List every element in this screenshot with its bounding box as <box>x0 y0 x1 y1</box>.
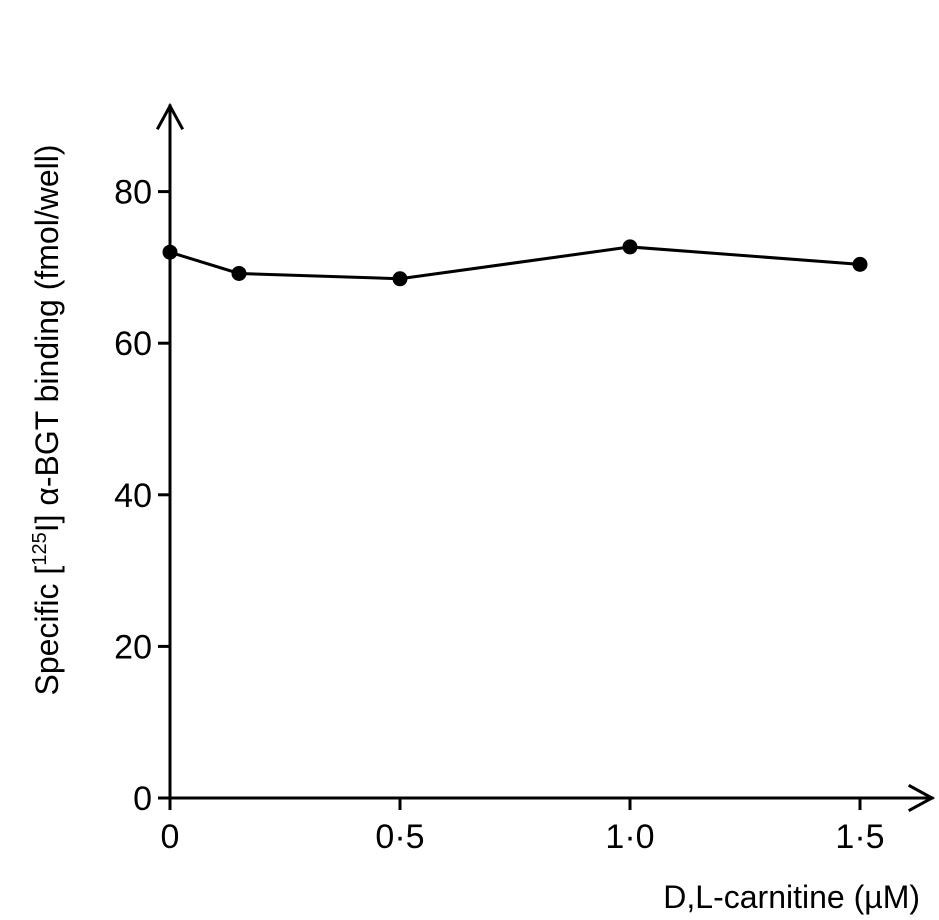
x-tick-label: 0 <box>161 818 180 856</box>
data-point <box>622 239 638 255</box>
x-tick-label: 1·0 <box>605 818 654 856</box>
y-axis-title: Specific [125I] α-BGT binding (fmol/well… <box>29 145 65 696</box>
y-axis-title-post: I] α-BGT binding (fmol/well) <box>29 145 65 533</box>
data-point <box>392 271 408 287</box>
y-ticks: 0 20 40 60 80 <box>114 174 170 818</box>
y-tick-label: 80 <box>114 174 152 212</box>
data-point <box>162 244 178 260</box>
series-line <box>169 245 861 281</box>
x-tick-label: 0·5 <box>375 818 424 856</box>
axes <box>155 102 936 813</box>
series <box>162 239 868 287</box>
y-tick-label: 60 <box>114 325 152 363</box>
x-tick-label: 1·5 <box>835 818 884 856</box>
x-axis-title: D,L-carnitine (µM) <box>663 879 920 915</box>
y-tick-label: 40 <box>114 477 152 515</box>
data-point <box>231 265 247 281</box>
y-axis-title-pre: Specific [ <box>29 566 65 696</box>
y-tick-label: 0 <box>133 780 152 818</box>
x-axis-arrow <box>907 783 936 813</box>
data-point <box>852 256 868 272</box>
y-axis-title-sup: 125 <box>29 532 51 565</box>
x-ticks: 0 0·5 1·0 1·5 <box>161 798 885 856</box>
y-axis-arrow <box>155 102 185 131</box>
y-tick-label: 20 <box>114 628 152 666</box>
